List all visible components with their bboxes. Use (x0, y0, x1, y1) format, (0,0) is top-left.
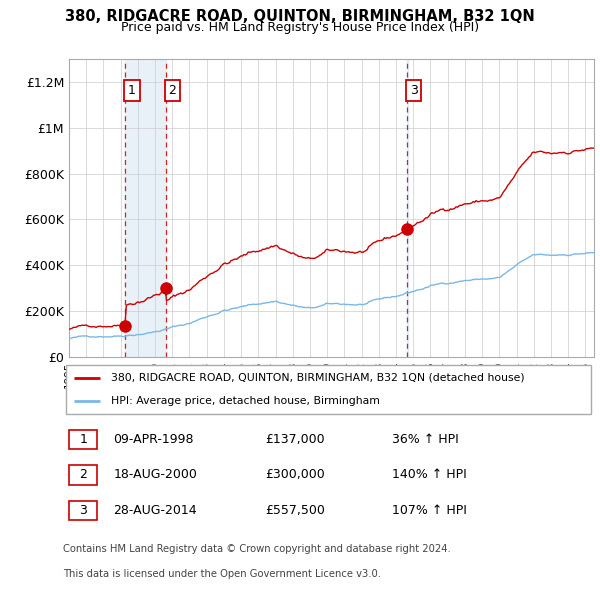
Text: Contains HM Land Registry data © Crown copyright and database right 2024.: Contains HM Land Registry data © Crown c… (63, 544, 451, 554)
FancyBboxPatch shape (70, 500, 97, 520)
Text: 28-AUG-2014: 28-AUG-2014 (113, 504, 197, 517)
Text: 2: 2 (79, 468, 87, 481)
Text: 3: 3 (410, 84, 418, 97)
Text: £557,500: £557,500 (265, 504, 325, 517)
Bar (125, 59, 166, 357)
Text: £137,000: £137,000 (265, 433, 325, 446)
Bar (407, 59, 408, 357)
Text: 380, RIDGACRE ROAD, QUINTON, BIRMINGHAM, B32 1QN (detached house): 380, RIDGACRE ROAD, QUINTON, BIRMINGHAM,… (111, 373, 524, 383)
Text: 380, RIDGACRE ROAD, QUINTON, BIRMINGHAM, B32 1QN: 380, RIDGACRE ROAD, QUINTON, BIRMINGHAM,… (65, 9, 535, 24)
FancyBboxPatch shape (65, 365, 592, 414)
Text: This data is licensed under the Open Government Licence v3.0.: This data is licensed under the Open Gov… (63, 569, 381, 579)
Text: 107% ↑ HPI: 107% ↑ HPI (392, 504, 467, 517)
Text: Price paid vs. HM Land Registry's House Price Index (HPI): Price paid vs. HM Land Registry's House … (121, 21, 479, 34)
Text: 2: 2 (169, 84, 176, 97)
Text: 18-AUG-2000: 18-AUG-2000 (113, 468, 197, 481)
Text: 3: 3 (79, 504, 87, 517)
Text: 1: 1 (79, 433, 87, 446)
Text: HPI: Average price, detached house, Birmingham: HPI: Average price, detached house, Birm… (111, 396, 380, 406)
FancyBboxPatch shape (70, 430, 97, 450)
Text: 140% ↑ HPI: 140% ↑ HPI (392, 468, 467, 481)
Text: 36% ↑ HPI: 36% ↑ HPI (392, 433, 459, 446)
Text: 09-APR-1998: 09-APR-1998 (113, 433, 194, 446)
Bar (125, 59, 166, 357)
Text: 1: 1 (128, 84, 136, 97)
FancyBboxPatch shape (70, 465, 97, 485)
Text: £300,000: £300,000 (265, 468, 325, 481)
